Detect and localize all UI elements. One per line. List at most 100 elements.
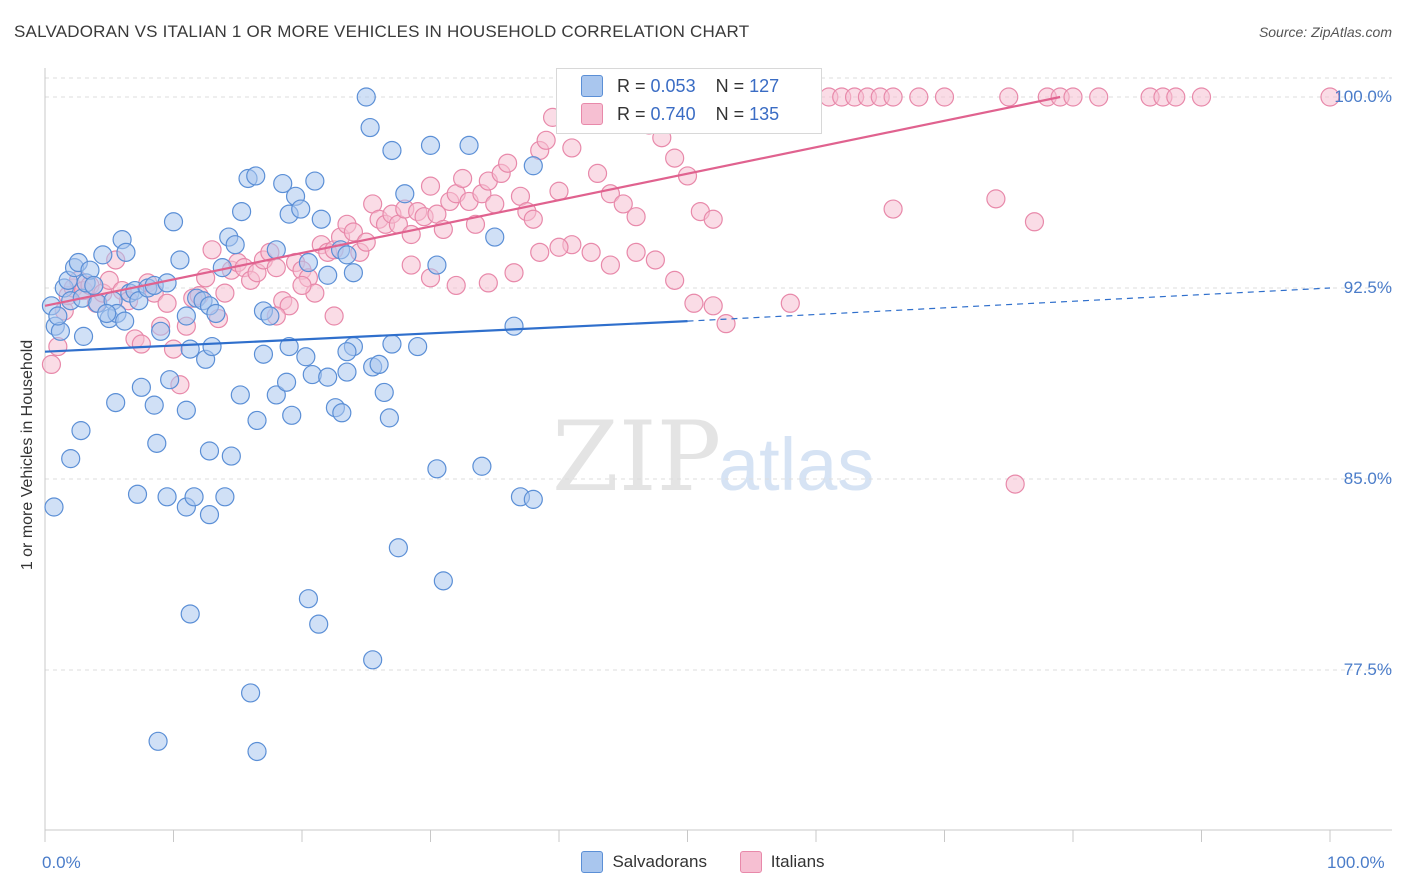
legend-n-label: N =: [715, 75, 745, 96]
salvadoran-point: [305, 171, 325, 191]
axes: [44, 68, 1392, 842]
italian-point: [626, 207, 646, 227]
italian-point: [523, 209, 543, 229]
italian-point: [703, 296, 723, 316]
italian-point: [41, 354, 62, 374]
chart-title: SALVADORAN VS ITALIAN 1 OR MORE VEHICLES…: [14, 22, 750, 41]
italian-point: [883, 87, 903, 107]
salvadoran-point: [221, 446, 241, 466]
legend-r-value: 0.740: [650, 103, 696, 124]
italian-point: [1191, 87, 1212, 107]
salvadoran-point: [360, 117, 380, 138]
stats-legend: R = 0.053 N = 127 R = 0.740 N = 135: [556, 68, 822, 134]
legend-row-salvadorans: R = 0.053 N = 127: [581, 73, 779, 99]
salvadorans-points: [41, 87, 543, 762]
salvadoran-point: [73, 326, 94, 346]
italian-point: [716, 314, 736, 334]
legend-r-label: R =: [617, 75, 646, 96]
italian-point: [504, 263, 524, 283]
pink-swatch: [739, 851, 762, 873]
salvadoran-point: [71, 421, 91, 441]
salvadoran-point: [459, 135, 479, 155]
salvadoran-point: [298, 252, 319, 273]
salvadoran-point: [395, 184, 415, 204]
legend-item-italians[interactable]: Italians: [739, 851, 825, 873]
italian-point: [1089, 87, 1109, 107]
salvadoran-point: [296, 347, 316, 367]
salvadoran-point: [337, 342, 357, 362]
salvadoran-point: [148, 731, 168, 751]
salvadoran-point: [170, 250, 190, 270]
salvadoran-point: [369, 354, 389, 374]
salvadoran-point: [215, 487, 235, 507]
legend-n-label: N =: [715, 103, 745, 124]
salvadorans-trend-line: [44, 320, 688, 353]
y-tick-label: 85.0%: [1343, 469, 1392, 488]
pink-swatch: [581, 103, 603, 125]
salvadoran-point: [199, 441, 220, 461]
salvadoran-point: [151, 321, 171, 341]
salvadoran-point: [131, 377, 151, 397]
salvadoran-point: [382, 334, 402, 354]
salvadorans-trend-extension: [687, 287, 1331, 322]
salvadoran-point: [260, 306, 280, 326]
italian-point: [131, 334, 151, 354]
salvadoran-point: [199, 505, 220, 525]
salvadoran-point: [337, 362, 357, 382]
italian-point: [665, 148, 685, 168]
salvadoran-point: [408, 336, 428, 357]
trend-lines: [44, 95, 1331, 353]
salvadoran-point: [163, 212, 184, 232]
italian-point: [266, 258, 286, 278]
italian-point: [478, 273, 498, 293]
salvadoran-point: [298, 589, 319, 609]
source-credit: Source: ZipAtlas.com: [1258, 24, 1392, 40]
salvadoran-point: [266, 385, 286, 405]
italian-point: [934, 87, 955, 107]
y-tick-label: 77.5%: [1343, 660, 1392, 679]
salvadoran-point: [427, 459, 447, 479]
italian-point: [645, 250, 665, 270]
italian-point: [1320, 87, 1340, 107]
italian-point: [324, 306, 344, 326]
salvadoran-point: [48, 306, 68, 326]
salvadoran-point: [176, 400, 196, 420]
legend-r-label: R =: [617, 103, 646, 124]
salvadoran-point: [427, 255, 447, 275]
salvadoran-point: [433, 571, 453, 591]
x-tick-min: 0.0%: [42, 853, 81, 872]
salvadoran-point: [116, 242, 136, 262]
italian-point: [215, 283, 235, 303]
salvadoran-point: [332, 403, 352, 423]
blue-swatch: [581, 75, 603, 97]
italian-point: [163, 339, 184, 359]
salvadoran-point: [180, 604, 200, 624]
salvadoran-point: [115, 311, 135, 331]
salvadoran-point: [472, 456, 492, 476]
legend-item-salvadorans[interactable]: Salvadorans: [581, 851, 707, 873]
watermark-atlas: atlas: [718, 423, 874, 506]
italian-point: [157, 293, 177, 313]
salvadoran-point: [127, 484, 148, 504]
salvadoran-point: [206, 303, 226, 324]
salvadoran-point: [84, 275, 104, 296]
italian-point: [202, 240, 222, 260]
salvadoran-point: [282, 405, 302, 425]
salvadoran-point: [247, 410, 267, 431]
legend-r-value: 0.053: [650, 75, 696, 96]
salvadoran-point: [61, 449, 81, 469]
salvadoran-point: [388, 538, 408, 558]
salvadoran-point: [147, 433, 167, 453]
salvadoran-point: [523, 489, 543, 509]
legend-row-italians: R = 0.740 N = 135: [581, 101, 779, 127]
legend-n-value: 127: [749, 75, 780, 96]
italian-point: [587, 163, 608, 183]
salvadoran-point: [246, 166, 266, 186]
legend-n-value: 135: [749, 103, 780, 124]
legend-label-salvadorans: Salvadorans: [612, 852, 707, 871]
italian-point: [626, 242, 646, 262]
salvadoran-point: [374, 382, 394, 403]
italian-point: [498, 153, 518, 173]
italian-point: [343, 222, 363, 242]
salvadoran-point: [420, 135, 441, 155]
